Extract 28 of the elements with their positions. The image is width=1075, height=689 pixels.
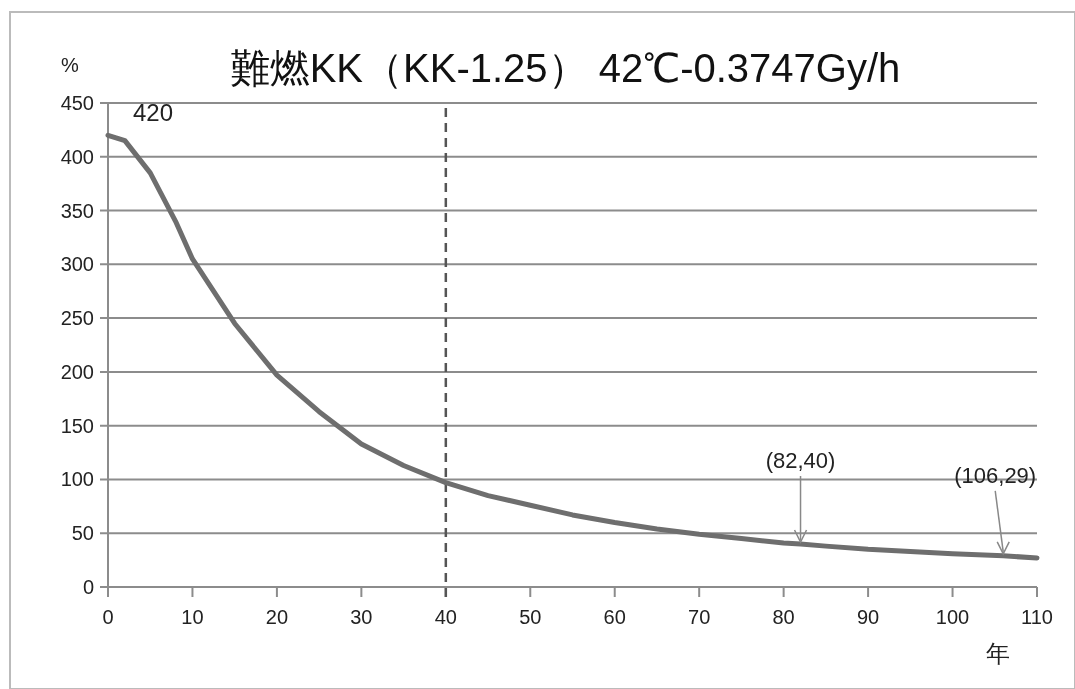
y-tick-label: 50 [71,522,94,545]
annotation: (106,29) [954,462,1037,488]
x-tick-label: 70 [688,606,711,628]
x-tick-label: 80 [772,606,795,628]
x-tick-label: 50 [519,606,542,628]
x-tick-label: 30 [350,606,373,628]
y-tick-label: 150 [60,414,94,437]
x-axis-title: 年 [986,640,1010,667]
annotation: (82,40) [765,447,836,473]
y-tick-label: 450 [60,92,94,114]
x-tick-label: 60 [603,606,626,628]
x-tick-label: 90 [856,606,880,628]
x-tick-label: 0 [102,606,114,628]
y-tick-label: 0 [82,576,94,598]
x-tick-label: 40 [434,606,457,628]
x-tick-label: 10 [181,606,204,628]
y-tick-label: 300 [60,253,94,276]
y-tick-label: 250 [60,307,94,330]
y-tick-label: 200 [60,360,94,383]
x-tick-label: 20 [265,606,289,628]
y-tick-label: 400 [60,145,94,168]
y-axis-title: % [61,54,80,76]
x-tick-label: 110 [1021,606,1053,628]
y-tick-label: 350 [60,199,94,222]
y-tick-label: 100 [60,468,94,491]
x-tick-label: 100 [935,606,970,628]
annotation: 420 [133,99,174,127]
chart-title: 難燃KK（KK-1.25） 42℃-0.3747Gy/h [229,46,901,90]
